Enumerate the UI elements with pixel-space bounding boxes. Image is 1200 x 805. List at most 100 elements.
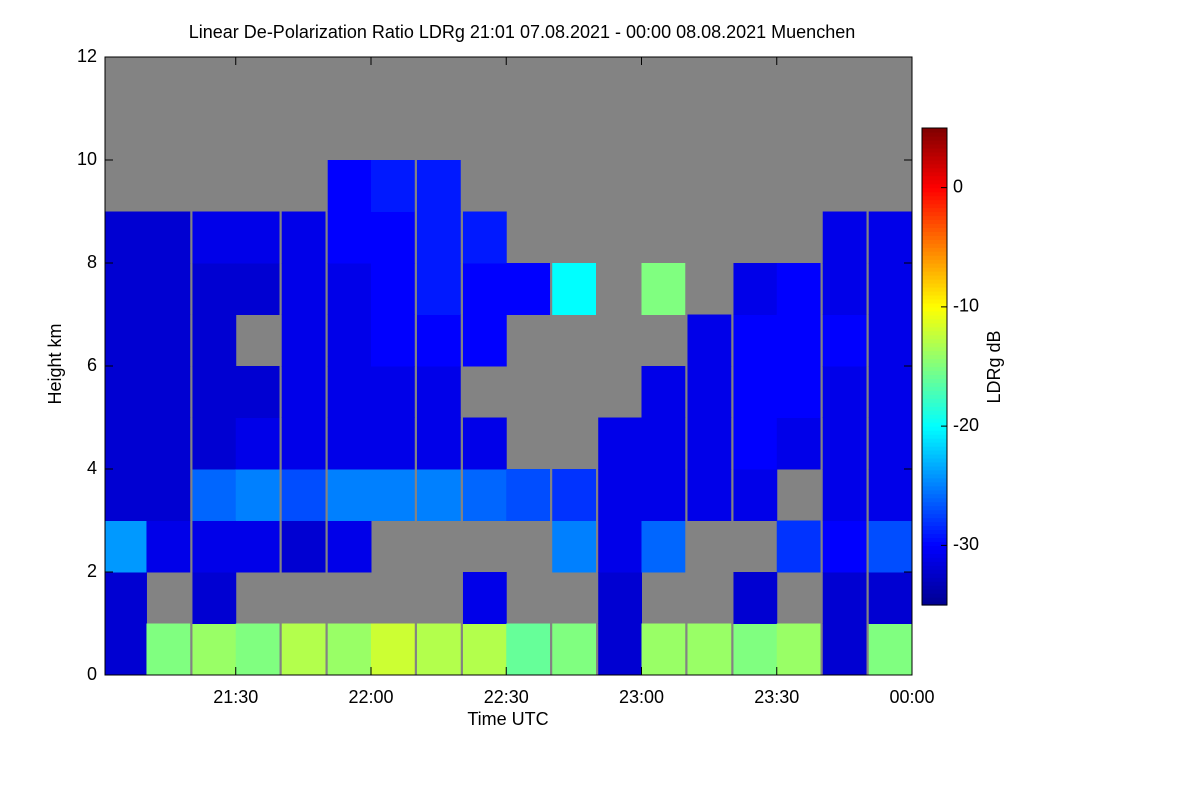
heatmap-cell [506, 623, 551, 675]
heatmap-cell [105, 520, 147, 573]
colorbar-swatch [922, 589, 947, 594]
colorbar-swatch [922, 279, 947, 284]
heatmap-cell [868, 469, 912, 521]
heatmap-cell [687, 366, 732, 418]
colorbar-swatch [922, 457, 947, 463]
heatmap-cell [235, 623, 280, 675]
colorbar-swatch [922, 585, 947, 590]
heatmap-cell [235, 469, 280, 521]
colorbar-swatch [922, 195, 947, 201]
x-tick-label: 23:00 [619, 687, 664, 707]
chart-title: Linear De-Polarization Ratio LDRg 21:01 … [189, 22, 855, 42]
colorbar-swatch [922, 577, 947, 582]
y-tick-label: 0 [87, 664, 97, 684]
colorbar-swatch [922, 449, 947, 455]
y-tick-label: 2 [87, 561, 97, 581]
colorbar-swatch [922, 135, 947, 141]
colorbar-swatch [922, 203, 947, 209]
colorbar-swatch [922, 326, 947, 332]
heatmap-cell [327, 469, 372, 521]
heatmap-cell [733, 263, 778, 315]
y-axis-label: Height km [45, 323, 65, 404]
colorbar-swatch [922, 298, 947, 304]
colorbar: 0 -10 -20 -30 [921, 127, 979, 606]
colorbar-swatch [922, 219, 947, 224]
heatmap-cell [281, 623, 326, 675]
heatmap-cell [370, 417, 415, 470]
colorbar-swatch [922, 159, 947, 165]
colorbar-swatch [922, 287, 947, 292]
colorbar-swatch [922, 338, 947, 344]
heatmap-cell [105, 366, 147, 418]
colorbar-swatch [922, 290, 947, 296]
heatmap-cell [733, 469, 778, 521]
heatmap-cell [822, 263, 867, 315]
colorbar-swatch [922, 267, 947, 272]
colorbar-swatch [922, 207, 947, 213]
colorbar-swatch [922, 354, 947, 360]
colorbar-swatch [922, 477, 947, 483]
colorbar-swatch [922, 271, 947, 276]
colorbar-swatch [922, 330, 947, 336]
colorbar-swatch [922, 390, 947, 395]
heatmap-cell [105, 469, 147, 521]
colorbar-swatch [922, 314, 947, 320]
heatmap-cell [146, 366, 191, 418]
colorbar-swatch [922, 151, 947, 157]
heatmap-cell [868, 263, 912, 315]
heatmap-cell [687, 314, 732, 367]
colorbar-swatch [922, 481, 947, 487]
colorbar-swatch [922, 545, 947, 550]
heatmap-cell [281, 211, 326, 264]
colorbar-swatch [922, 275, 947, 280]
heatmap-cell [327, 520, 372, 573]
heatmap-cell [868, 623, 912, 675]
heatmap-cell [822, 623, 867, 675]
colorbar-swatch [922, 342, 947, 348]
heatmap-cell [327, 211, 372, 264]
heatmap-cell [776, 623, 821, 675]
heatmap-cell [416, 160, 461, 212]
heatmap-cell [281, 520, 326, 573]
heatmap-cell [327, 417, 372, 470]
heatmap-cell [105, 263, 147, 315]
colorbar-swatch [922, 509, 947, 515]
colorbar-swatch [922, 322, 947, 328]
y-tick-label: 4 [87, 458, 97, 478]
colorbar-swatch [922, 191, 947, 197]
colorbar-swatch [922, 461, 947, 467]
heatmap-cell [105, 623, 147, 675]
colorbar-swatch [922, 167, 947, 173]
y-tick-label: 6 [87, 355, 97, 375]
colorbar-swatch [922, 593, 947, 598]
heatmap [105, 160, 912, 675]
heatmap-cell [552, 263, 597, 315]
colorbar-swatch [922, 143, 947, 149]
colorbar-swatch [922, 263, 947, 268]
heatmap-cell [192, 211, 237, 264]
colorbar-swatch [922, 239, 947, 244]
colorbar-swatch [922, 442, 947, 447]
heatmap-cell [868, 572, 912, 624]
heatmap-cell [822, 211, 867, 264]
colorbar-swatch [922, 215, 947, 221]
heatmap-cell [192, 469, 237, 521]
colorbar-swatch [922, 398, 947, 403]
colorbar-tick-label: -10 [953, 296, 979, 316]
heatmap-cell [462, 263, 507, 315]
heatmap-cell [281, 469, 326, 521]
colorbar-swatch [922, 549, 947, 554]
colorbar-swatch [922, 378, 947, 383]
colorbar-swatch [922, 231, 947, 236]
x-tick-label: 22:30 [484, 687, 529, 707]
heatmap-cell [462, 417, 507, 470]
heatmap-cell [462, 314, 507, 367]
colorbar-swatch [922, 318, 947, 324]
heatmap-cell [327, 623, 372, 675]
colorbar-swatch [922, 513, 947, 519]
colorbar-swatch [922, 438, 947, 443]
heatmap-cell [416, 623, 461, 675]
heatmap-cell [641, 623, 686, 675]
colorbar-swatch [922, 306, 947, 312]
heatmap-cell [641, 417, 686, 470]
